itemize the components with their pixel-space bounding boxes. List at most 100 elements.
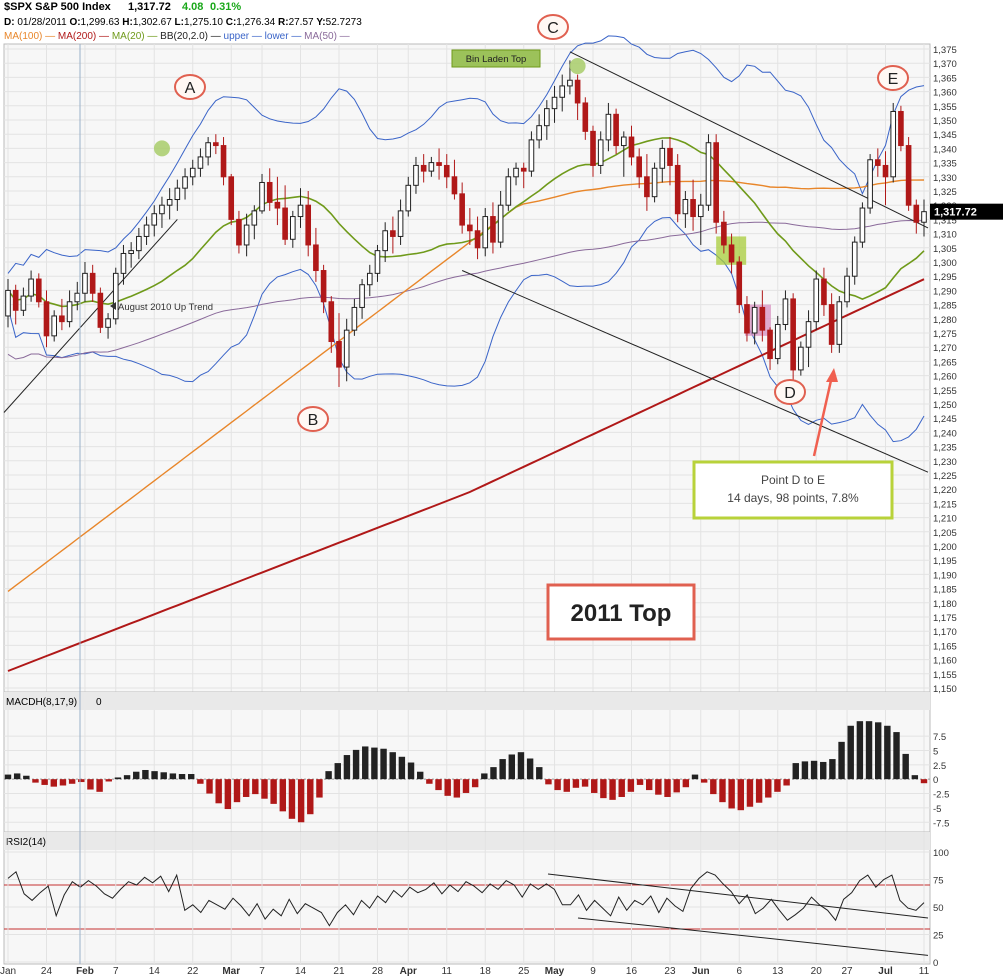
candle-body xyxy=(682,199,689,215)
x-tick-label: Jul xyxy=(878,966,893,977)
note-arrow-head-icon xyxy=(826,368,838,382)
x-tick-label: 7 xyxy=(113,966,119,977)
candle-body xyxy=(112,272,119,320)
ohlc-value: 1,299.63 xyxy=(81,17,123,28)
macd-bar xyxy=(691,774,699,780)
macd-bar xyxy=(664,779,671,797)
candlesticks xyxy=(5,60,927,387)
x-tick-label: 21 xyxy=(333,966,345,977)
price-y-tick: 1,250 xyxy=(933,400,957,411)
price-y-tick: 1,350 xyxy=(933,116,957,127)
x-tick-label: 9 xyxy=(590,966,596,977)
candle-body xyxy=(520,167,527,172)
macd-bar xyxy=(197,779,204,784)
ma100-line xyxy=(7,179,925,592)
price-y-tick: 1,170 xyxy=(933,627,957,638)
last-value-text: 1,317.72 xyxy=(934,207,977,219)
price-y-tick: 1,310 xyxy=(933,230,957,241)
chart-header: $SPX S&P 500 Index 1,317.72 4.08 0.31% D… xyxy=(4,1,362,42)
macd-bar xyxy=(169,773,177,780)
macd-bar xyxy=(187,774,195,780)
price-y-tick: 1,330 xyxy=(933,173,957,184)
candle-body xyxy=(151,213,158,226)
macd-bar xyxy=(600,779,607,799)
ma50-line xyxy=(7,219,925,360)
note-line-1: Point D to E xyxy=(761,473,825,487)
candle-body xyxy=(844,275,850,303)
candle-body xyxy=(451,176,458,195)
note-arrow-line xyxy=(812,375,834,457)
candle-body xyxy=(166,199,173,206)
price-y-tick: 1,200 xyxy=(933,542,957,553)
rsi-trendline-upper xyxy=(547,873,929,919)
marker-b-circle xyxy=(297,406,329,432)
macd-bar xyxy=(4,774,12,780)
last-price: 1,317.72 xyxy=(128,1,171,13)
uptrend-line xyxy=(3,219,178,413)
price-y-tick: 1,335 xyxy=(933,159,957,170)
price-y-tick: 1,235 xyxy=(933,443,957,454)
candle-body xyxy=(690,199,696,218)
candle-body xyxy=(443,164,450,178)
candle-body xyxy=(582,102,589,132)
candle-body xyxy=(320,270,327,303)
rsi-y-tick: 25 xyxy=(933,931,944,942)
marker-a-label: A xyxy=(185,80,196,97)
marker-b-label: B xyxy=(308,412,319,429)
candle-body xyxy=(436,162,442,166)
candle-body xyxy=(197,156,204,169)
macd-bar xyxy=(581,779,589,787)
candle-body xyxy=(66,301,73,323)
last-value-box xyxy=(930,203,1003,220)
x-tick-label: May xyxy=(545,966,565,977)
price-y-tick: 1,205 xyxy=(933,528,957,539)
title-box xyxy=(546,583,696,641)
price-y-tick: 1,165 xyxy=(933,641,957,652)
price-y-tick: 1,180 xyxy=(933,599,957,610)
candle-body xyxy=(343,329,350,368)
price-y-tick: 1,175 xyxy=(933,613,957,624)
candle-body xyxy=(644,176,650,198)
candle-body xyxy=(5,289,11,317)
candle-body xyxy=(467,224,473,232)
candle-body xyxy=(413,164,419,186)
macd-bar xyxy=(142,769,149,780)
candle-body xyxy=(628,136,635,158)
candle-body xyxy=(459,193,465,226)
macd-bar xyxy=(490,767,497,780)
last-value-label: 1,317.72 xyxy=(930,203,1003,220)
price-y-tick: 1,365 xyxy=(933,73,957,84)
macd-bar xyxy=(829,759,836,780)
candle-body xyxy=(597,139,604,166)
price-y-tick: 1,185 xyxy=(933,585,957,596)
price-y-tick: 1,295 xyxy=(933,272,957,283)
x-tick-label: 24 xyxy=(41,966,53,977)
x-tick-label: 11 xyxy=(919,966,930,977)
macd-panel-frame xyxy=(3,691,931,833)
price-y-tick: 1,290 xyxy=(933,286,957,297)
top-c-dot xyxy=(569,58,586,75)
candle-body xyxy=(182,176,188,189)
x-tick-label: 14 xyxy=(149,966,161,977)
candle-body xyxy=(590,130,596,166)
uptrend-label: August 2010 Up Trend xyxy=(118,302,213,313)
macd-bar xyxy=(838,741,845,780)
candle-body xyxy=(20,295,27,311)
macd-bar xyxy=(13,773,21,780)
price-y-tick: 1,300 xyxy=(933,258,957,269)
macd-bar xyxy=(288,779,296,819)
x-tick-label: Feb xyxy=(76,966,94,977)
macd-bar xyxy=(233,779,241,803)
price-change: 4.08 xyxy=(182,1,203,13)
legend-item: upper — xyxy=(224,31,265,42)
macd-y-tick: 7.5 xyxy=(933,732,946,743)
note-line-2: 14 days, 98 points, 7.8% xyxy=(727,491,859,505)
x-tick-label: Jun xyxy=(692,966,710,977)
candle-body xyxy=(405,184,412,212)
candle-body xyxy=(913,204,920,223)
candle-body xyxy=(659,147,666,169)
macd-bar xyxy=(746,779,754,807)
price-y-tick: 1,245 xyxy=(933,414,957,425)
macd-bar xyxy=(902,753,909,780)
ohlc-key: O: xyxy=(69,17,80,28)
